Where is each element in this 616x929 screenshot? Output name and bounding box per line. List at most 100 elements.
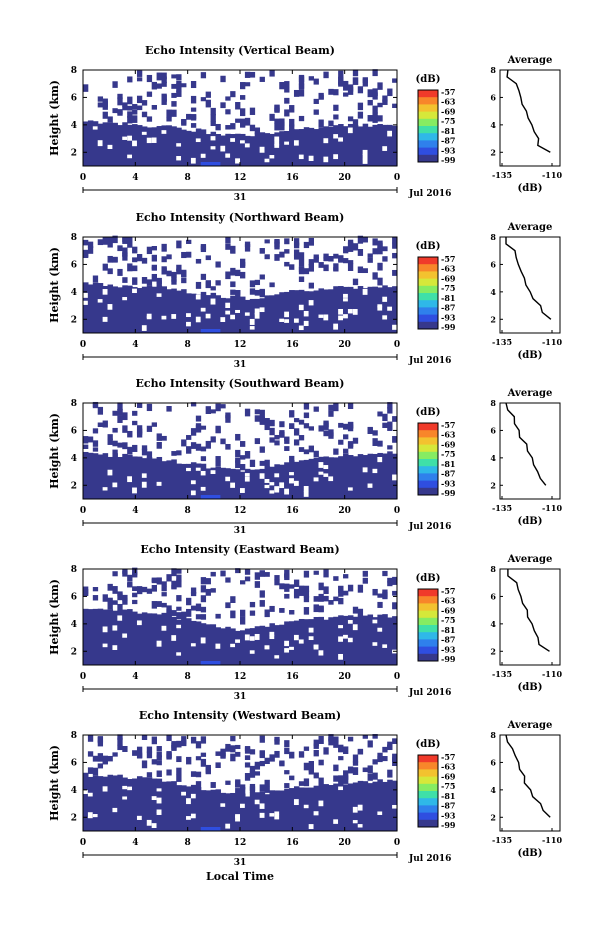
echo-cell [225, 443, 231, 450]
echo-cell [205, 624, 212, 665]
echo-cell [289, 584, 295, 589]
echo-cell [249, 792, 256, 831]
echo-cell [215, 261, 221, 268]
echo-cell [230, 281, 236, 288]
echo-cell [318, 119, 324, 128]
echo-cell [357, 615, 364, 665]
x-tick-label: 12 [234, 838, 247, 848]
echo-cell [352, 782, 359, 831]
x-tick-label: 8 [185, 173, 191, 183]
echo-cell [102, 609, 109, 665]
gap-cell [274, 486, 280, 491]
colorbar-swatch [418, 147, 438, 156]
echo-cell [92, 282, 99, 333]
echo-cell [333, 403, 339, 412]
echo-cell [210, 121, 216, 127]
echo-cell [83, 608, 89, 665]
echo-cell [190, 123, 197, 128]
echo-cell [249, 459, 256, 467]
colorbar-tick-label: -99 [441, 488, 456, 498]
echo-cell [387, 577, 393, 583]
echo-cell [176, 767, 182, 775]
echo-cell [298, 460, 305, 499]
echo-cell [215, 751, 221, 756]
echo-cell [127, 124, 133, 166]
echo-cell [392, 252, 398, 259]
echo-cell [136, 77, 143, 82]
echo-cell [112, 108, 118, 114]
echo-cell [382, 591, 388, 600]
echo-cell [112, 427, 118, 433]
echo-cell [132, 246, 138, 254]
avg-y-tick-label: 6 [490, 92, 496, 102]
echo-cell [244, 576, 251, 582]
echo-cell [210, 571, 216, 577]
echo-cell [284, 747, 290, 755]
gap-cell [298, 639, 304, 644]
echo-cell [132, 611, 138, 665]
echo-cell [338, 124, 344, 166]
echo-cell [122, 277, 128, 283]
echo-cell [83, 444, 89, 449]
echo-cell [338, 756, 344, 761]
echo-cell [343, 126, 349, 166]
echo-cell [279, 624, 285, 665]
echo-cell [387, 744, 393, 750]
echo-cell [293, 588, 300, 597]
echo-cell [151, 254, 157, 262]
echo-cell [127, 105, 133, 111]
echo-cell [161, 243, 167, 252]
colorbar-tick-label: -93 [441, 145, 456, 155]
echo-cell [293, 255, 300, 260]
echo-cell [308, 259, 314, 266]
echo-cell [181, 129, 187, 166]
echo-cell [176, 612, 182, 620]
echo-cell [328, 429, 334, 437]
echo-cell [367, 286, 374, 333]
gap-cell [303, 491, 309, 497]
echo-cell [318, 735, 324, 744]
echo-cell [249, 288, 256, 295]
gap-cell [190, 813, 196, 819]
gap-cell [146, 819, 152, 826]
echo-cell [132, 257, 138, 263]
echo-cell [264, 609, 270, 618]
date-label: Jul 2016 [408, 356, 451, 366]
echo-cell [171, 580, 177, 589]
echo-cell [318, 582, 324, 591]
gap-cell [298, 325, 304, 331]
echo-cell [392, 242, 398, 249]
echo-cell [323, 420, 329, 428]
echo-cell [171, 568, 177, 577]
echo-cell [357, 102, 364, 111]
echo-cell [186, 251, 192, 258]
gap-cell [343, 314, 348, 319]
echo-cell [392, 753, 398, 762]
echo-cell [97, 96, 104, 102]
gap-cell [151, 823, 157, 828]
echo-cell [151, 577, 157, 583]
echo-cell [313, 785, 320, 831]
colorbar-tick-label: -81 [441, 293, 455, 303]
echo-cell [122, 425, 128, 433]
echo-cell [347, 584, 354, 592]
echo-cell [303, 596, 310, 603]
echo-cell [235, 779, 241, 788]
echo-cell [274, 104, 280, 112]
echo-cell [372, 248, 378, 255]
echo-cell [220, 792, 226, 831]
echo-cell [200, 577, 207, 585]
average-profile-line [505, 402, 547, 486]
echo-cell [240, 296, 246, 333]
gap-cell [132, 288, 137, 294]
echo-cell [298, 289, 305, 333]
echo-cell [387, 407, 393, 414]
echo-cell [377, 102, 383, 108]
echo-cell [107, 609, 114, 665]
echo-cell [200, 790, 207, 831]
echo-cell [230, 596, 236, 603]
echo-cell [151, 458, 158, 499]
gap-cell [186, 816, 191, 820]
echo-cell [362, 237, 368, 243]
echo-cell [235, 630, 241, 665]
